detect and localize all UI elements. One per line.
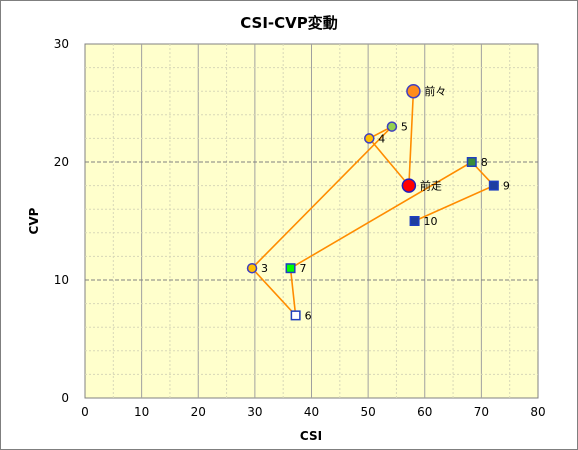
- point-label: 5: [401, 121, 408, 134]
- y-tick-label: 0: [61, 391, 69, 405]
- point-marker: [386, 121, 398, 132]
- point-marker: [290, 310, 301, 321]
- tick-labels: 0 10 20 30 40 50 60 70 80 0 10 20 30: [54, 37, 546, 419]
- point-marker: [246, 262, 258, 274]
- point-marker: [401, 178, 417, 193]
- x-tick-label: 0: [81, 405, 89, 419]
- point-marker: [409, 216, 420, 226]
- point-marker: [364, 133, 375, 144]
- point-label: 前走: [420, 179, 442, 193]
- y-tick-label: 30: [54, 37, 69, 51]
- point-label: 8: [481, 156, 488, 169]
- trajectory-line: [250, 91, 496, 318]
- point-label: 9: [503, 180, 510, 193]
- x-tick-label: 30: [247, 405, 262, 419]
- point-label: 7: [300, 262, 307, 275]
- point-marker: [466, 157, 477, 167]
- point-label: 4: [378, 132, 385, 145]
- grid-lines: [85, 44, 538, 398]
- point-label: 前々: [424, 84, 446, 98]
- x-tick-label: 20: [191, 405, 206, 419]
- x-tick-label: 40: [304, 405, 319, 419]
- point-label: 10: [424, 215, 438, 228]
- trajectory-path: [250, 91, 496, 318]
- point-marker: [488, 180, 499, 191]
- point-label: 6: [305, 309, 312, 322]
- x-tick-label: 60: [417, 405, 432, 419]
- point-label: 3: [261, 262, 268, 275]
- y-axis-title: CVP: [27, 207, 41, 234]
- x-tick-label: 50: [360, 405, 375, 419]
- x-axis-title: CSI: [300, 429, 322, 443]
- point-marker: [406, 83, 421, 99]
- x-tick-label: 10: [134, 405, 149, 419]
- y-tick-label: 20: [54, 155, 69, 169]
- chart-title: CSI-CVP変動: [240, 14, 338, 32]
- y-tick-label: 10: [54, 273, 69, 287]
- x-tick-label: 70: [474, 405, 489, 419]
- data-points: [246, 83, 499, 321]
- point-marker: [285, 263, 296, 274]
- x-tick-label: 80: [530, 405, 545, 419]
